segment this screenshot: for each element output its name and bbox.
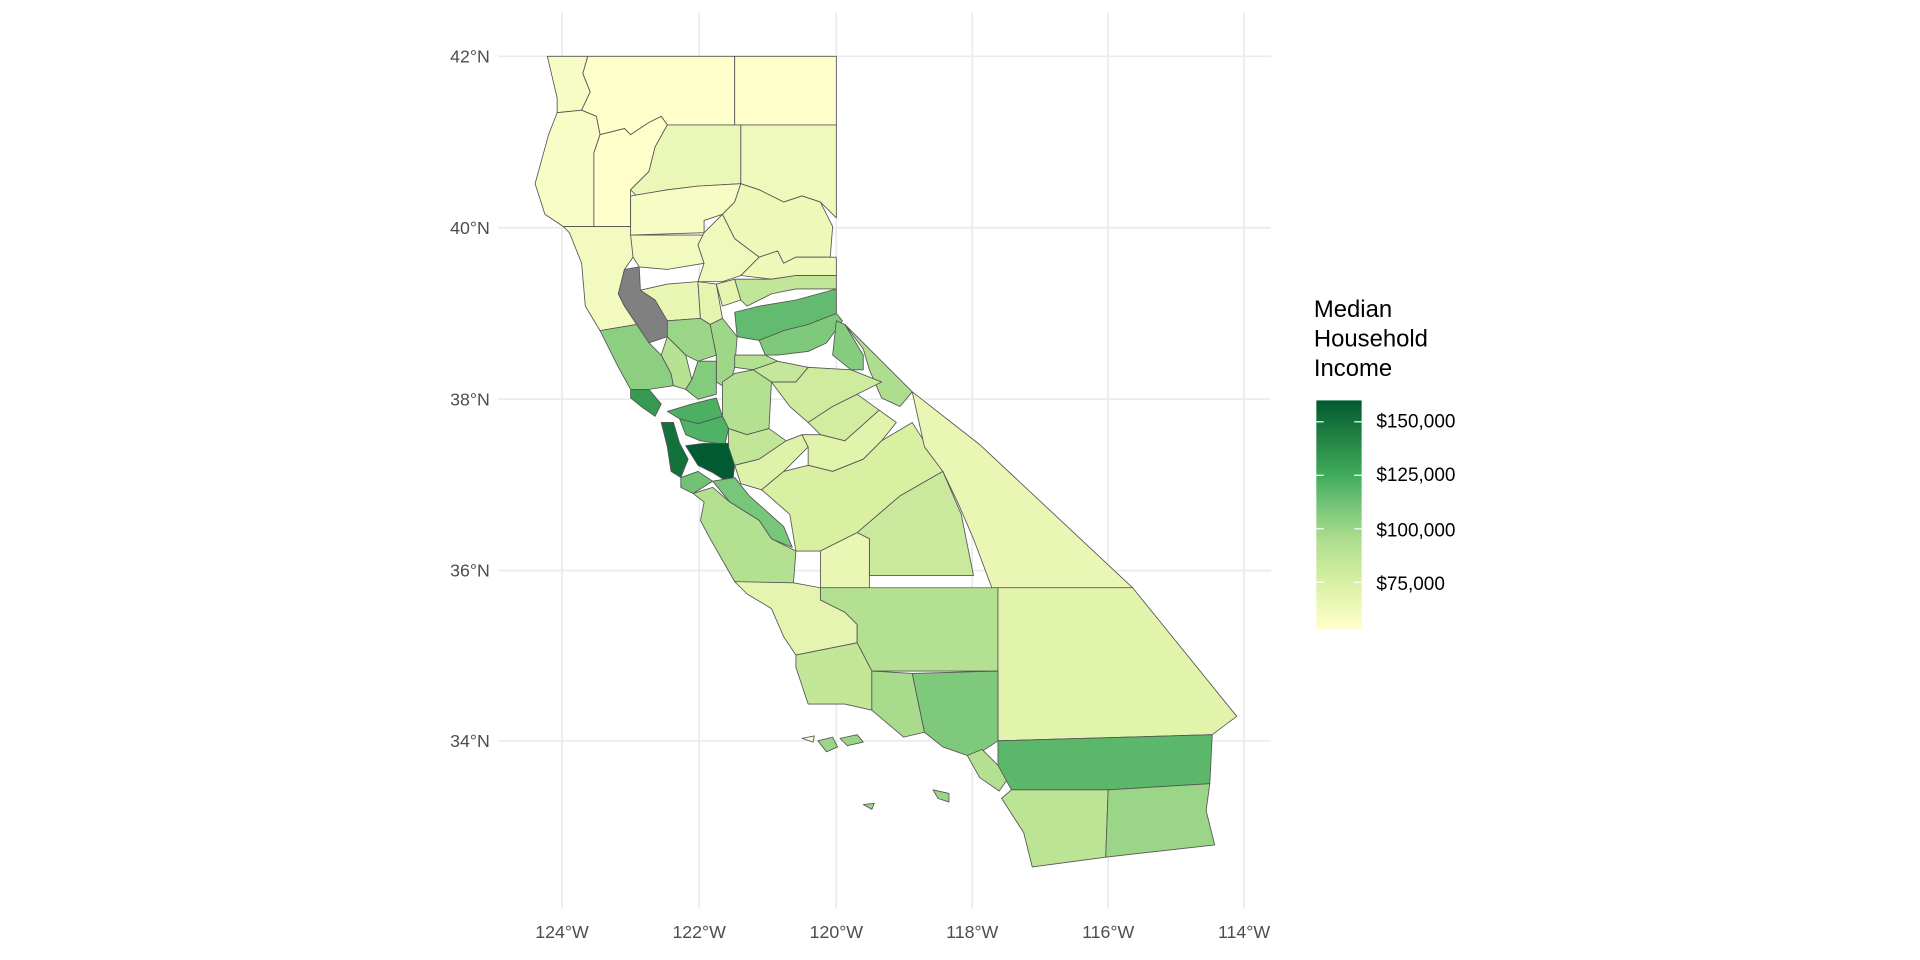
county-region xyxy=(839,734,864,747)
legend-label: $125,000 xyxy=(1376,465,1455,486)
x-tick-label: 114°W xyxy=(1218,922,1270,942)
x-tick-label: 122°W xyxy=(672,922,726,942)
county-region xyxy=(795,642,873,711)
legend-label: $75,000 xyxy=(1376,574,1445,595)
legend: Median Household Income $150,000 $125,00… xyxy=(1314,296,1455,630)
county-region xyxy=(801,735,815,743)
legend-title-line: Household xyxy=(1314,326,1428,353)
county-region xyxy=(685,360,717,400)
county-region xyxy=(722,369,772,436)
county-layer xyxy=(534,55,1238,868)
county-region xyxy=(734,275,837,307)
y-tick-label: 34°N xyxy=(450,731,490,751)
county-region xyxy=(997,587,1238,742)
legend-title-line: Income xyxy=(1314,355,1392,382)
county-region xyxy=(680,471,714,494)
county-region xyxy=(932,789,950,803)
county-region xyxy=(630,388,662,417)
county-region xyxy=(534,109,601,227)
county-region xyxy=(660,422,689,478)
x-tick-label: 116°W xyxy=(1082,922,1134,942)
county-region xyxy=(679,415,729,445)
y-tick-label: 42°N xyxy=(450,46,490,66)
county-region xyxy=(862,802,875,810)
y-axis: 42°N 40°N 38°N 36°N 34°N xyxy=(450,46,490,750)
county-region xyxy=(697,213,760,283)
legend-ticks xyxy=(1316,421,1362,583)
county-region xyxy=(685,442,736,486)
county-region xyxy=(997,734,1213,791)
county-region xyxy=(758,313,843,356)
county-region xyxy=(1105,783,1216,858)
county-region xyxy=(911,670,999,756)
county-region xyxy=(630,234,705,270)
y-tick-label: 38°N xyxy=(450,389,490,409)
county-region xyxy=(771,366,883,423)
county-region xyxy=(734,55,837,126)
county-region xyxy=(740,250,837,280)
y-tick-label: 36°N xyxy=(450,561,490,581)
x-tick-label: 118°W xyxy=(946,922,998,942)
legend-title-line: Median xyxy=(1314,296,1392,323)
county-region xyxy=(911,391,1134,589)
legend-label: $100,000 xyxy=(1376,520,1455,541)
legend-label: $150,000 xyxy=(1376,411,1455,432)
county-region xyxy=(871,670,925,738)
x-axis: 124°W 122°W 120°W 118°W 116°W 114°W xyxy=(535,922,1270,942)
county-region xyxy=(666,317,717,362)
legend-colorbar xyxy=(1316,400,1362,630)
county-region xyxy=(817,736,838,753)
county-region xyxy=(1001,789,1109,868)
x-tick-label: 124°W xyxy=(535,922,589,942)
county-region xyxy=(819,532,870,589)
x-tick-label: 120°W xyxy=(810,922,864,942)
y-tick-label: 40°N xyxy=(450,218,490,238)
county-region xyxy=(546,55,591,114)
